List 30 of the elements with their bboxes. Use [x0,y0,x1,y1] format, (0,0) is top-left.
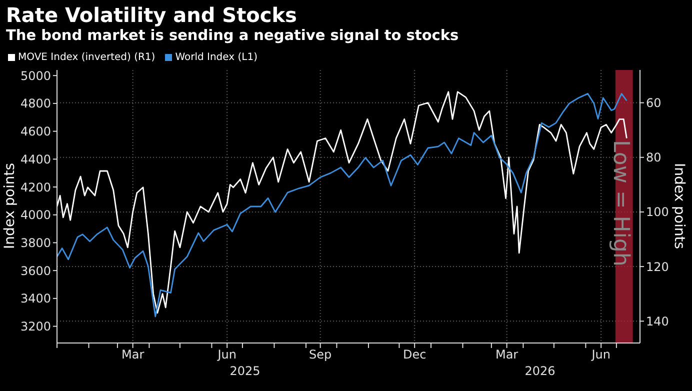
x-tick-label: Jun [590,348,610,362]
y2-tick-label: 120 [646,260,669,274]
text: 2026 [524,364,556,378]
annotation: Low = High [608,140,633,266]
y-tick-label: 3800 [20,236,51,250]
y2-axis-title: Index points [671,163,687,249]
x-tick-label: Mar [122,348,144,362]
y-tick-label: 4600 [20,124,51,139]
y-tick-label: 4200 [20,180,51,194]
x-tick-label: Mar [495,348,518,362]
x-tick-label: Jun [216,348,236,362]
chart-title: Rate Volatility and Stocks [6,3,297,27]
y-tick-label: 3200 [20,320,51,334]
y-axis-title: Index points [2,163,18,249]
y-tick-label: 4400 [20,152,51,166]
y-tick-label: 3600 [20,264,51,278]
y2-tick-label: 60 [646,96,662,110]
y-tick-label: 5000 [20,68,51,83]
x-tick-label: Dec [402,348,426,362]
legend-label: World Index (L1) [174,52,258,63]
text: 2025 [230,364,260,378]
y2-tick-label: 100 [646,205,669,220]
y2-tick-label: 80 [646,150,662,165]
legend-label: MOVE Index (inverted) (R1) [17,52,156,63]
y-tick-label: 4000 [20,208,51,222]
y-tick-label: 3400 [20,292,51,306]
y2-tick-label: 140 [646,314,669,328]
x-tick-label: Sep [309,348,332,362]
y-tick-label: 4800 [20,96,51,111]
chart-subtitle: The bond market is sending a negative signal to stocks [6,28,459,44]
